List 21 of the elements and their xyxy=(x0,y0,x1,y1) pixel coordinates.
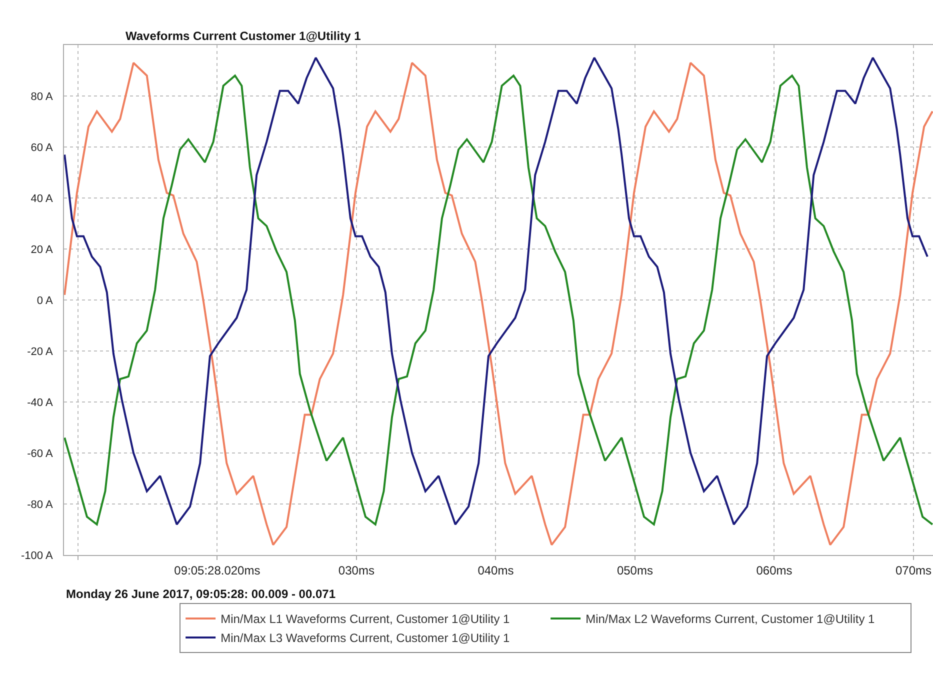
x-axis-title: Monday 26 June 2017, 09:05:28: 00.009 - 00.071 xyxy=(66,587,336,601)
legend-label: Min/Max L2 Waveforms Current, Customer 1@Utility 1 xyxy=(586,612,876,626)
chart-title: Waveforms Current Customer 1@Utility 1 xyxy=(125,29,362,44)
x-tick-label: 050ms xyxy=(616,563,653,578)
x-tick-label: 040ms xyxy=(478,563,514,578)
y-tick-label: 60 A xyxy=(30,142,54,154)
y-tick-label: 0 A xyxy=(36,294,54,307)
x-tick-label: 070ms xyxy=(895,563,932,578)
legend-label: Min/Max L3 Waveforms Current, Customer 1@Utility 1 xyxy=(220,631,510,646)
y-tick-label: -100 A xyxy=(20,550,54,562)
y-tick-label: -60 A xyxy=(27,448,54,460)
y-tick-label: -40 A xyxy=(27,396,54,409)
legend-label: Min/Max L1 Waveforms Current, Customer 1@Utility 1 xyxy=(220,612,510,626)
x-tick-label: 060ms xyxy=(756,563,792,578)
y-tick-label: 40 A xyxy=(30,192,54,205)
x-tick-label: 09:05:28.020ms xyxy=(174,563,260,578)
x-tick-label: 030ms xyxy=(338,563,374,578)
y-tick-label: -20 A xyxy=(27,346,54,358)
y-tick-label: -80 A xyxy=(27,498,54,511)
y-tick-label: 80 A xyxy=(30,90,54,103)
y-tick-label: 20 A xyxy=(30,244,54,256)
